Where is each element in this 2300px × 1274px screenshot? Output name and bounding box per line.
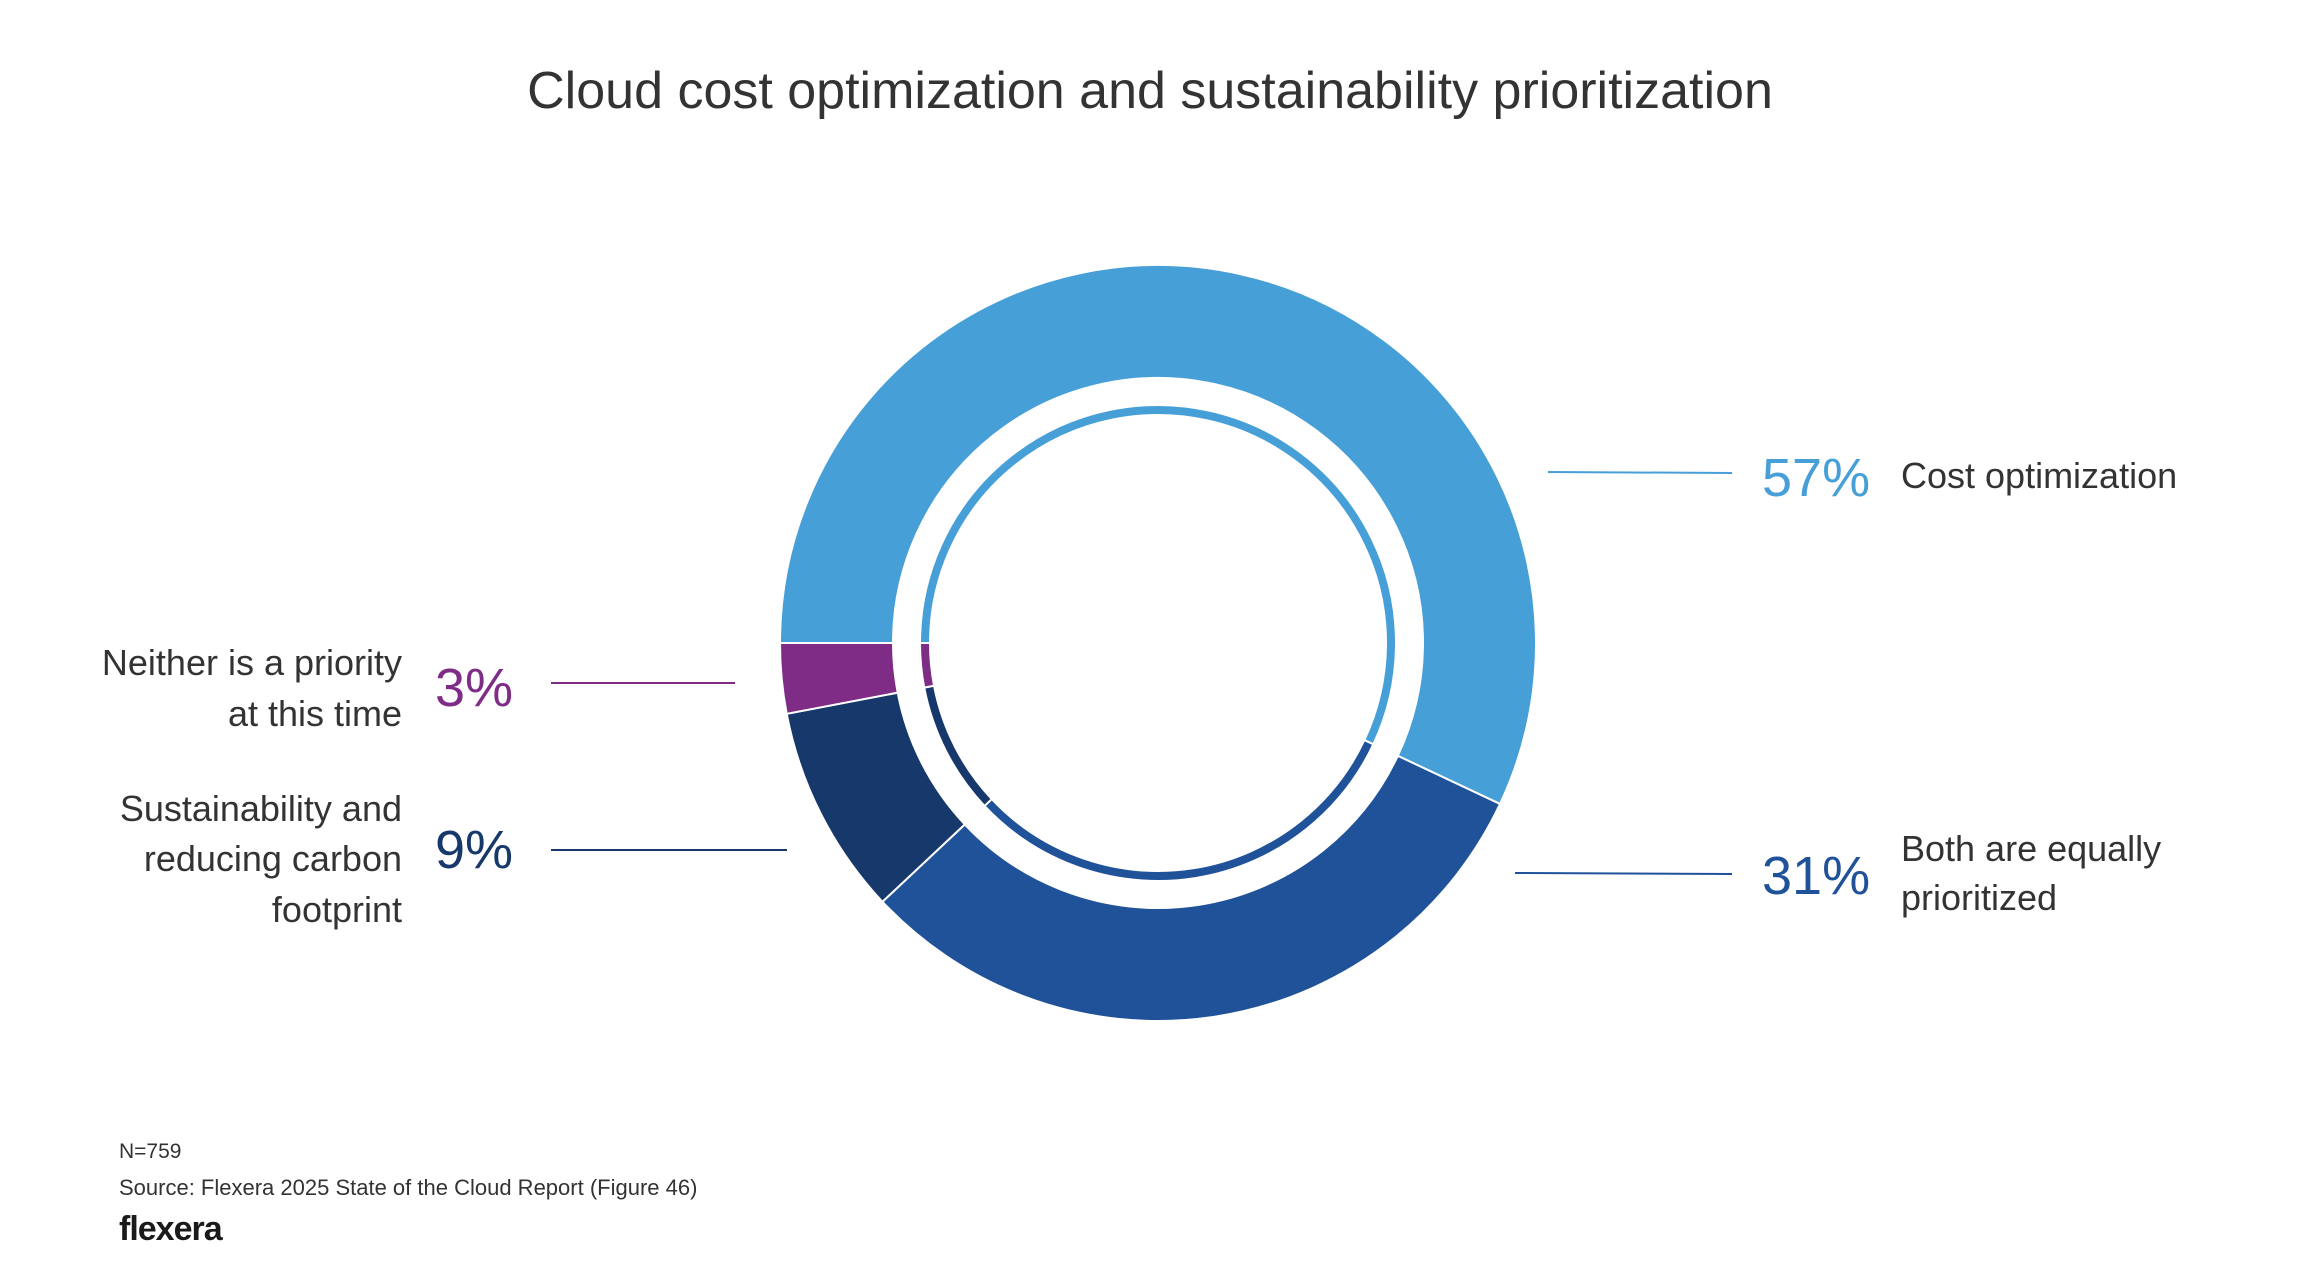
chart-title: Cloud cost optimization and sustainabili… <box>527 62 1773 120</box>
legend-label-both-2: prioritized <box>1901 877 2057 918</box>
flexera-logo: flexera <box>119 1210 224 1248</box>
data-label-cost: 57% <box>1762 448 1870 508</box>
pie-slice-1 <box>778 263 1537 806</box>
legend-label-sust-1: Sustainability and <box>120 788 402 829</box>
legend-label-neither-2: at this time <box>228 693 402 734</box>
data-label-neither: 3% <box>435 658 513 718</box>
leader-line-both <box>1514 872 1733 875</box>
data-label-sust: 9% <box>435 820 513 880</box>
sample-size: N=759 <box>119 1140 181 1163</box>
legend-label-cost: Cost optimization <box>1901 455 2177 496</box>
pie-slice-2 <box>881 754 1502 1022</box>
legend-label-both-1: Both are equally <box>1901 828 2161 869</box>
pie-slice-4 <box>778 642 899 715</box>
data-label-both: 31% <box>1762 846 1870 906</box>
legend-label-sust-2: reducing carbon <box>144 838 402 879</box>
inner-ring-segment-1 <box>918 404 1397 746</box>
leader-line-cost <box>1547 471 1733 474</box>
inner-ring-segment-4 <box>918 642 936 689</box>
source-note: Source: Flexera 2025 State of the Cloud … <box>119 1175 697 1200</box>
legend-label-neither-1: Neither is a priority <box>102 642 402 683</box>
legend-label-sust-3: footprint <box>272 889 402 930</box>
